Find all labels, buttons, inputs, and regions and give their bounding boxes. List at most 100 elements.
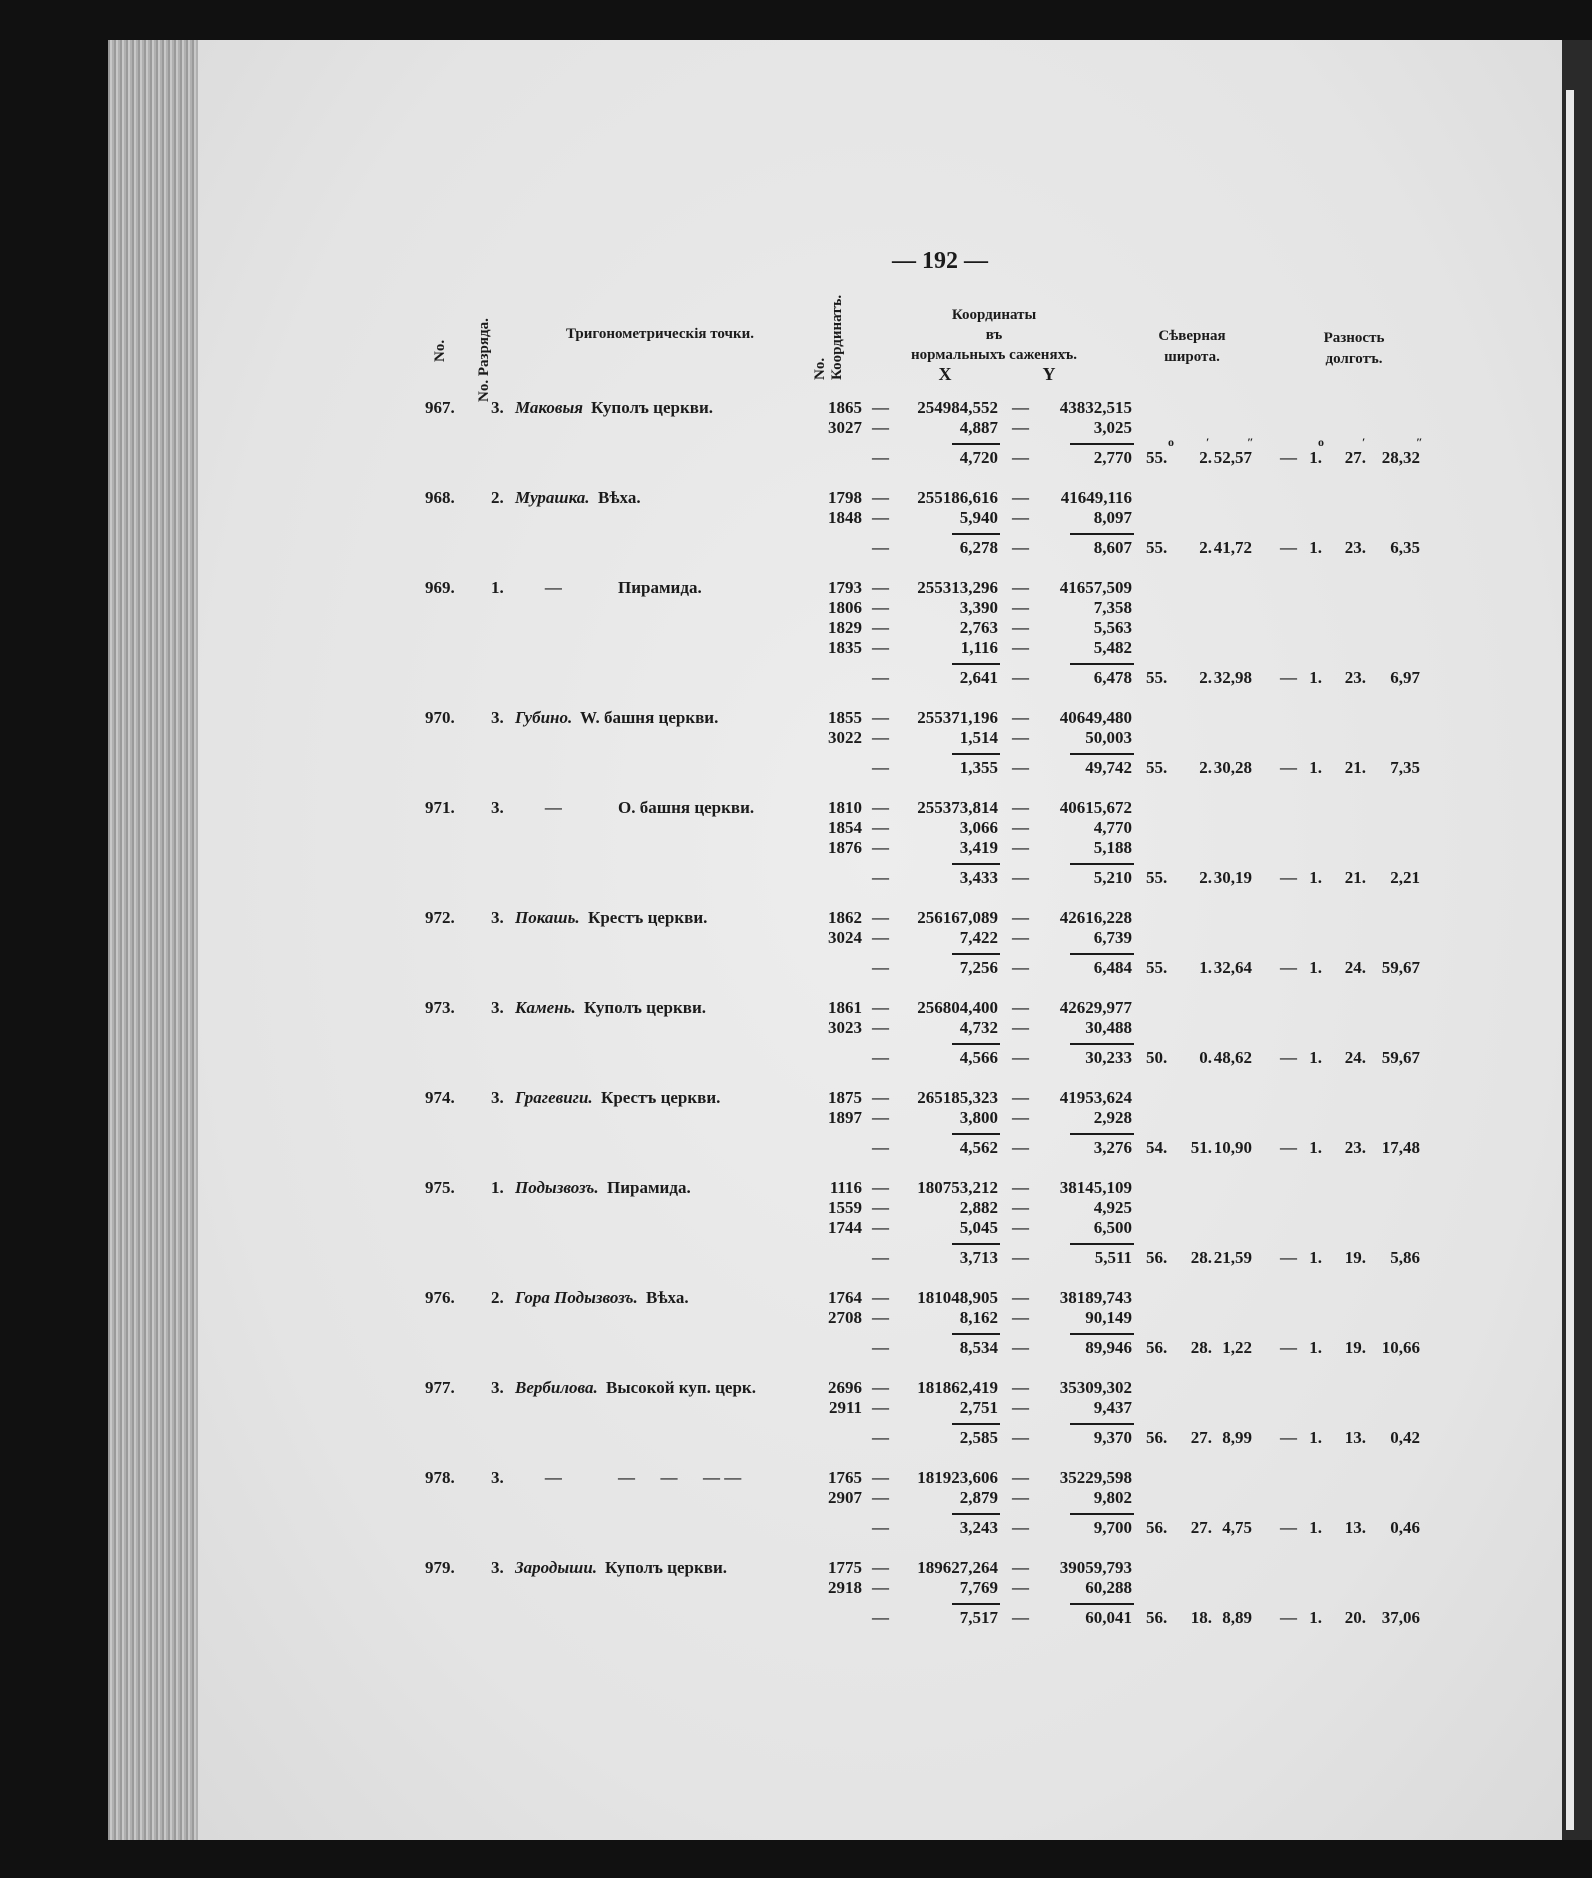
table-row: 1559 — 2,882 — 4,925 [0,1198,1592,1218]
longitude-minutes: 23. [1344,538,1366,557]
table-row: 3024 — 7,422 — 6,739 [0,928,1592,948]
sum-x: 8,534 [959,1338,998,1357]
table-row: 2918 — 7,769 — 60,288 [0,1578,1592,1598]
table-row: 975. 1. Подызвозъ. Пирамида. 1116 — 180753,212… [0,1178,1592,1198]
table-row: 3023 — 4,732 — 30,488 [0,1018,1592,1038]
table-row: 1854 — 3,066 — 4,770 [0,818,1592,838]
reference-number: 1744 [828,1218,862,1237]
point-rank: 3. [491,1378,504,1397]
dash: — [1012,928,1029,947]
latitude-minutes: 2. [1199,758,1212,777]
longitude-minutes: 27. [1344,448,1366,467]
coordinate-y: 8,097 [1093,508,1132,527]
longitude-minutes: 24. [1344,958,1366,977]
y-sum-rule [1070,953,1134,955]
dash: — [872,798,889,817]
longitude-degrees: 1. [1309,538,1322,557]
dash: — [1012,488,1029,507]
dash: — [1012,508,1029,527]
reference-number: 1793 [828,578,862,597]
dash: — [872,1608,889,1627]
coordinate-y: 90,149 [1085,1308,1132,1327]
dash: — [1012,1428,1029,1447]
point-number: 967. [425,398,455,417]
reference-number: 1876 [828,838,862,857]
reference-number: 3022 [828,728,862,747]
sum-row: — 3,433 — 5,210 55. 2. 30,19 — 1. 21. 2,21 [0,863,1592,888]
table-row: 977. 3. Вербилова. Высокой куп. церк. 2696 — 1… [0,1378,1592,1398]
longitude-seconds: 0,46 [1390,1518,1420,1537]
dash: — [872,868,889,887]
sum-y: 9,700 [1093,1518,1132,1537]
x-sum-rule [952,533,1000,535]
place-name: Гора Подызвозъ. [515,1288,638,1307]
coordinate-x: 3,800 [959,1108,998,1127]
longitude-degrees: 1. [1309,758,1322,777]
sum-row: — 2,641 — 6,478 55. 2. 32,98 — 1. 23. 6,97 [0,663,1592,688]
reference-number: 2708 [828,1308,862,1327]
next-page-edge-line [1566,90,1574,1830]
longitude-seconds: 7,35 [1390,758,1420,777]
sum-x: 7,256 [959,958,998,977]
dash: — [872,1018,889,1037]
dash: — [1012,1218,1029,1237]
longitude-seconds: 5,86 [1390,1248,1420,1267]
dash: — [872,1428,889,1447]
longitude-seconds: 37,06 [1381,1608,1420,1627]
book-page-edges [108,40,200,1840]
coordinate-y: 30,488 [1085,1018,1132,1037]
longitude-sign: — [1280,1138,1297,1157]
reference-number: 1798 [828,488,862,507]
table-row: 972. 3. Покашь. Крестъ церкви. 1862 — 256167,0… [0,908,1592,928]
point-rank: 3. [491,1088,504,1107]
dash: — [872,1198,889,1217]
coordinate-x: 3,066 [959,818,998,837]
dash: — [1012,1018,1029,1037]
dash: — [872,538,889,557]
point-number: 978. [425,1468,455,1487]
dash: — [1012,838,1029,857]
coordinate-x: 180753,212 [917,1178,998,1197]
sum-x: 4,566 [959,1048,998,1067]
header-points: Тригонометрическія точки. [565,326,755,342]
coordinate-x: 181048,905 [917,1288,998,1307]
reference-number: 1848 [828,508,862,527]
dash: — [872,618,889,637]
dash: — [872,1308,889,1327]
object-name: W. башня церкви. [580,708,719,727]
longitude-seconds: 0,42 [1390,1428,1420,1447]
dash: — [1012,1488,1029,1507]
sum-row: — 4,562 — 3,276 54. 51. 10,90 — 1. 23. 17,48 [0,1133,1592,1158]
sum-y: 89,946 [1085,1338,1132,1357]
table-row: 1835 — 1,116 — 5,482 [0,638,1592,658]
point-number: 975. [425,1178,455,1197]
table-row: 971. 3. — О. башня церкви. 1810 — 255373,814 — 4… [0,798,1592,818]
longitude-seconds: 17,48 [1381,1138,1420,1157]
latitude-minutes: 28. [1190,1338,1212,1357]
coordinate-x: 5,045 [959,1218,998,1237]
dash: — [1012,1138,1029,1157]
longitude-minutes: 21. [1344,868,1366,887]
latitude-minutes: 2. [1199,538,1212,557]
table-row: 976. 2. Гора Подызвозъ. Вѣха. 1764 — 181048,90… [0,1288,1592,1308]
coordinate-y: 60,288 [1085,1578,1132,1597]
place-name: Камень. [515,998,576,1017]
longitude-degrees: 1. [1309,958,1322,977]
coordinate-y: 2,928 [1093,1108,1132,1127]
longitude-minutes: 23. [1344,668,1366,687]
dash: — [1012,1178,1029,1197]
dash: — [1012,728,1029,747]
coordinate-y: 4,925 [1093,1198,1132,1217]
table-row: 978. 3. — — — — — 1765 — 181923,606 — 35229,598 [0,1468,1592,1488]
header-no: No. [432,339,448,362]
dash: — [872,1108,889,1127]
dash: — [872,508,889,527]
reference-number: 1764 [828,1288,862,1307]
object-name: Пирамида. [607,1178,691,1197]
longitude-sign: — [1280,448,1297,467]
object-name: Вѣха. [598,488,641,507]
table-row: 969. 1. — Пирамида. 1793 — 255313,296 — 41657,50… [0,578,1592,598]
longitude-mark: o [1318,435,1324,449]
latitude-seconds: 10,90 [1213,1138,1252,1157]
dash: — [872,958,889,977]
